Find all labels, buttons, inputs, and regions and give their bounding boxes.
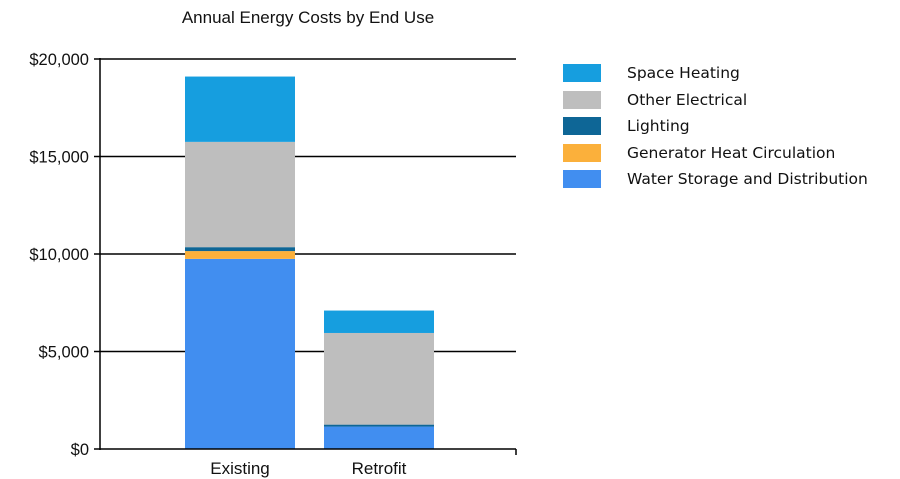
- y-tick-label: $10,000: [29, 246, 89, 264]
- legend-label: Other Electrical: [627, 90, 748, 109]
- bar-segment: [324, 426, 434, 449]
- legend-swatch: [563, 170, 601, 189]
- bar-segment: [324, 332, 434, 425]
- bar-segment: [185, 258, 295, 449]
- legend-item: Generator Heat Circulation: [563, 140, 868, 167]
- legend-label: Generator Heat Circulation: [627, 143, 836, 162]
- legend-item: Other Electrical: [563, 87, 868, 114]
- bar-segment: [185, 247, 295, 252]
- bar-segment: [185, 141, 295, 248]
- legend-swatch: [563, 143, 601, 162]
- legend-item: Water Storage and Distribution: [563, 166, 868, 193]
- legend-swatch: [563, 64, 601, 83]
- y-tick-label: $5,000: [39, 344, 89, 362]
- y-tick-label: $15,000: [29, 149, 89, 167]
- y-tick-label: $0: [71, 441, 89, 459]
- x-tick-label: Retrofit: [352, 459, 407, 478]
- legend-swatch: [563, 117, 601, 136]
- legend-label: Water Storage and Distribution: [627, 170, 868, 189]
- legend-item: Space Heating: [563, 60, 868, 87]
- chart-title: Annual Energy Costs by End Use: [181, 8, 435, 27]
- legend-label: Lighting: [627, 117, 690, 136]
- chart-legend: Space Heating Other Electrical Lighting Gen…: [563, 60, 868, 193]
- legend-swatch: [563, 90, 601, 109]
- legend-item: Lighting: [563, 113, 868, 140]
- x-tick-label: Existing: [210, 459, 270, 478]
- legend-label: Space Heating: [627, 64, 740, 83]
- y-tick-label: $20,000: [29, 51, 89, 69]
- bar-segment: [185, 76, 295, 142]
- bar-segment: [185, 251, 295, 259]
- bar-segment: [324, 310, 434, 333]
- bar-segment: [324, 424, 434, 427]
